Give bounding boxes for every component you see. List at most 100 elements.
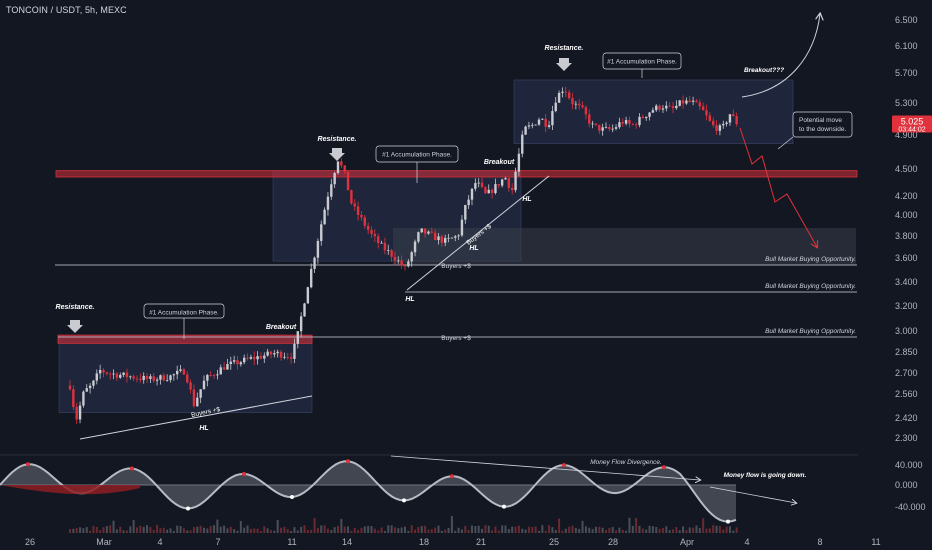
volume-bar [658,528,661,533]
candle-body [474,183,477,189]
candle-body [206,375,209,381]
candle-body [611,128,614,130]
volume-bar [337,525,339,533]
down-arrow-icon [556,58,572,71]
volume-bar [725,526,728,533]
candle-body [728,114,732,123]
oscillator-tick-label: 0.000 [895,480,918,490]
volume-bar [206,528,209,533]
volume-bar [102,527,105,533]
candle-body [320,224,323,241]
volume-bar [263,526,266,533]
volume-bar [330,530,333,533]
price-label-value: 5.025 [901,117,924,127]
volume-bar [397,528,400,533]
candle-body [504,178,507,180]
candle-body [490,189,494,193]
candle-body [353,203,356,207]
candle-body [222,367,226,370]
candle-body [313,257,316,269]
volume-bar [119,526,122,533]
volume-bar [400,527,403,533]
volume-bar [538,530,540,533]
candle-body [417,232,420,242]
volume-bar [511,526,514,533]
candle-body [708,115,712,121]
volume-bar [551,527,554,533]
volume-bar [139,525,142,533]
y-tick-label: 6.500 [895,15,918,25]
candle-body [567,92,571,99]
volume-bar [99,530,102,533]
volume-bar [581,520,584,533]
volume-bar [715,525,718,533]
volume-bar [162,527,165,533]
candle-body [377,236,380,244]
candle-body [293,343,296,359]
oscillator-peak-dot [662,465,666,470]
candle-body [269,351,273,355]
volume-bar [229,526,232,533]
candle-body [430,231,433,233]
candle-body [155,379,159,381]
volume-bar [370,525,373,533]
volume-bar [564,528,567,533]
price-label-timer: 03:44:02 [898,127,925,134]
candle-body [273,353,276,355]
volume-bar [223,525,226,533]
hl-label: HL [405,296,414,303]
divergence-line [390,455,700,480]
downside-callout-label: to the downside. [799,126,847,133]
candle-body [591,123,594,125]
candle-body [665,105,668,109]
breakout-label: Breakout [266,324,297,331]
candle-body [172,374,176,376]
candle-body [149,376,152,379]
buying-zone [393,228,856,265]
volume-bar [146,525,149,533]
volume-bar [276,519,279,533]
volume-bar [484,525,487,533]
candle-body [514,171,517,191]
candle-body [551,111,554,126]
divergence-label: Money Flow Divergence. [590,459,662,466]
volume-bar [605,530,607,533]
volume-bar [169,528,172,533]
volume-bar [72,528,75,533]
candle-body [182,369,186,375]
volume-bar [591,529,594,533]
candle-body [356,206,360,215]
candle-body [718,125,722,131]
candle-body [500,179,504,186]
volume-bar [471,525,473,533]
volume-bar [75,527,78,533]
volume-bar [199,525,202,533]
volume-bar [69,529,71,533]
volume-bar [497,530,500,533]
candle-body [390,250,393,257]
candle-body [88,385,92,389]
volume-bar [474,525,477,533]
oscillator-trough-dot [186,506,190,511]
volume-bar [487,525,490,533]
x-tick-label: 7 [215,537,220,547]
volume-bar [420,525,423,533]
y-tick-label: 5.700 [895,68,918,78]
volume-bar [253,528,256,533]
candle-body [588,114,591,124]
volume-bar [82,528,85,533]
candle-body [189,382,192,390]
volume-bar [491,530,494,533]
y-tick-label: 4.000 [895,210,918,220]
volume-bar [310,529,313,533]
resistance-label: Resistance. [318,136,357,143]
candle-body [145,375,149,379]
candle-body [142,375,145,380]
volume-bar [561,530,564,533]
candle-body [279,351,283,358]
volume-bar [494,526,497,533]
candle-body [159,375,162,380]
candle-body [316,240,320,258]
volume-bar [635,517,638,533]
